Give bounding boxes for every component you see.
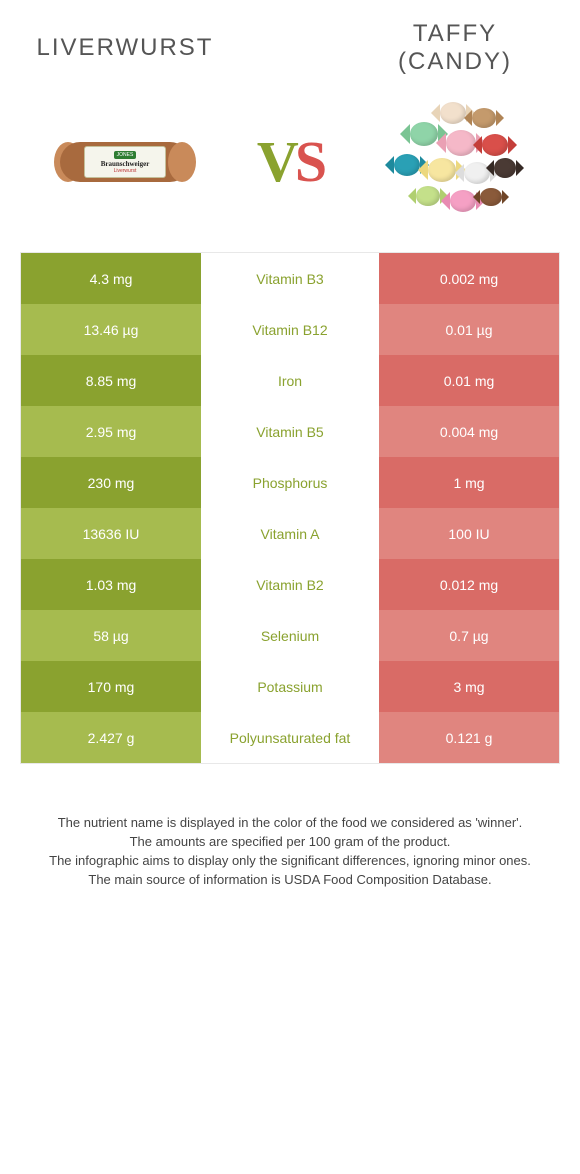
taffy-piece bbox=[410, 122, 438, 146]
left-value: 1.03 mg bbox=[21, 559, 201, 610]
footer-line-2: The amounts are specified per 100 gram o… bbox=[48, 833, 532, 852]
liverwurst-illustration: JONES Braunschweiger Liverwurst bbox=[50, 134, 200, 188]
liverwurst-name: Braunschweiger bbox=[101, 160, 150, 168]
right-value: 0.002 mg bbox=[379, 253, 559, 304]
right-title-line2: (CANDY) bbox=[356, 48, 554, 76]
right-food-image bbox=[350, 96, 560, 226]
taffy-piece bbox=[494, 158, 516, 178]
footer-notes: The nutrient name is displayed in the co… bbox=[20, 764, 560, 889]
vs-v: V bbox=[257, 129, 295, 194]
right-value: 0.121 g bbox=[379, 712, 559, 763]
left-value: 2.427 g bbox=[21, 712, 201, 763]
liverwurst-brand: JONES bbox=[114, 151, 137, 159]
taffy-piece bbox=[472, 108, 496, 128]
table-row: 2.427 gPolyunsaturated fat0.121 g bbox=[21, 712, 559, 763]
right-food-title: TAFFY (CANDY) bbox=[350, 20, 560, 76]
nutrient-name: Vitamin B3 bbox=[201, 253, 379, 304]
table-row: 2.95 mgVitamin B50.004 mg bbox=[21, 406, 559, 457]
right-value: 100 IU bbox=[379, 508, 559, 559]
nutrient-name: Vitamin B5 bbox=[201, 406, 379, 457]
nutrient-table: 4.3 mgVitamin B30.002 mg13.46 µgVitamin … bbox=[20, 252, 560, 764]
left-value: 13636 IU bbox=[21, 508, 201, 559]
right-value: 0.7 µg bbox=[379, 610, 559, 661]
nutrient-name: Vitamin A bbox=[201, 508, 379, 559]
taffy-piece bbox=[440, 102, 466, 124]
vs-label: VS bbox=[230, 128, 350, 195]
taffy-piece bbox=[480, 188, 502, 206]
nutrient-name: Phosphorus bbox=[201, 457, 379, 508]
left-food-image: JONES Braunschweiger Liverwurst bbox=[20, 96, 230, 226]
taffy-piece bbox=[416, 186, 440, 206]
left-value: 13.46 µg bbox=[21, 304, 201, 355]
nutrient-name: Potassium bbox=[201, 661, 379, 712]
taffy-piece bbox=[446, 130, 476, 156]
table-row: 13636 IUVitamin A100 IU bbox=[21, 508, 559, 559]
table-row: 1.03 mgVitamin B20.012 mg bbox=[21, 559, 559, 610]
table-row: 58 µgSelenium0.7 µg bbox=[21, 610, 559, 661]
footer-line-3: The infographic aims to display only the… bbox=[48, 852, 532, 871]
nutrient-name: Polyunsaturated fat bbox=[201, 712, 379, 763]
table-row: 170 mgPotassium3 mg bbox=[21, 661, 559, 712]
table-row: 13.46 µgVitamin B120.01 µg bbox=[21, 304, 559, 355]
footer-line-4: The main source of information is USDA F… bbox=[48, 871, 532, 890]
left-value: 230 mg bbox=[21, 457, 201, 508]
table-row: 4.3 mgVitamin B30.002 mg bbox=[21, 253, 559, 304]
left-food-title: LIVERWURST bbox=[20, 34, 230, 62]
right-title-line1: TAFFY bbox=[356, 20, 554, 48]
left-value: 4.3 mg bbox=[21, 253, 201, 304]
right-value: 0.01 mg bbox=[379, 355, 559, 406]
right-value: 3 mg bbox=[379, 661, 559, 712]
left-value: 2.95 mg bbox=[21, 406, 201, 457]
nutrient-name: Selenium bbox=[201, 610, 379, 661]
table-row: 8.85 mgIron0.01 mg bbox=[21, 355, 559, 406]
vs-s: S bbox=[295, 129, 323, 194]
right-value: 0.012 mg bbox=[379, 559, 559, 610]
left-value: 58 µg bbox=[21, 610, 201, 661]
liverwurst-sub: Liverwurst bbox=[114, 168, 137, 174]
table-row: 230 mgPhosphorus1 mg bbox=[21, 457, 559, 508]
taffy-illustration bbox=[380, 96, 530, 226]
header: LIVERWURST TAFFY (CANDY) bbox=[20, 20, 560, 76]
taffy-piece bbox=[394, 154, 420, 176]
nutrient-name: Iron bbox=[201, 355, 379, 406]
nutrient-name: Vitamin B2 bbox=[201, 559, 379, 610]
taffy-piece bbox=[428, 158, 456, 182]
left-value: 8.85 mg bbox=[21, 355, 201, 406]
right-value: 0.01 µg bbox=[379, 304, 559, 355]
left-value: 170 mg bbox=[21, 661, 201, 712]
nutrient-name: Vitamin B12 bbox=[201, 304, 379, 355]
taffy-piece bbox=[482, 134, 508, 156]
footer-line-1: The nutrient name is displayed in the co… bbox=[48, 814, 532, 833]
images-row: JONES Braunschweiger Liverwurst VS bbox=[20, 96, 560, 226]
right-value: 1 mg bbox=[379, 457, 559, 508]
right-value: 0.004 mg bbox=[379, 406, 559, 457]
